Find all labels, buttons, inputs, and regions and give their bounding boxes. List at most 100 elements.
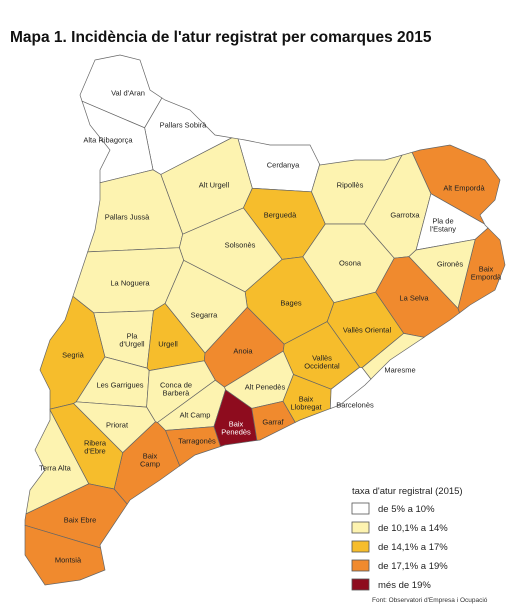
region-label-line: Osona (339, 259, 362, 268)
region-label-line: Penedès (221, 428, 251, 437)
region-label: Anoia (233, 347, 253, 356)
region-label-line: Anoia (233, 347, 253, 356)
region (251, 400, 296, 441)
region-label: Cerdanya (267, 161, 300, 170)
region-label: Les Garrigues (96, 381, 143, 390)
region-label-line: Segrià (62, 351, 85, 360)
region-label-line: Garrotxa (390, 211, 420, 220)
region-label: Baix Ebre (64, 516, 97, 525)
region-label: Osona (339, 259, 362, 268)
region-label: Berguedà (264, 211, 297, 220)
region-label: Solsonès (225, 241, 256, 250)
region-label: Tarragonès (178, 437, 216, 446)
region-label: Maresme (384, 366, 415, 375)
regions (24, 54, 506, 586)
region-label-line: Occidental (304, 362, 340, 371)
region-label: Barcelonès (336, 401, 374, 410)
region-label-line: Ribera (84, 439, 107, 448)
region-label: Baix Penedès (221, 420, 251, 437)
region-label-line: Pallars Jussà (105, 213, 150, 222)
region-label-line: Alt Camp (180, 411, 211, 420)
region-label-line: Ripollès (337, 181, 364, 190)
region-label: La Selva (399, 294, 429, 303)
region-label: Bages (280, 299, 302, 308)
region-labels: Val d'Aran Pallars Sobirà Alta Ribagorça Ce… (39, 89, 502, 565)
region-label-line: Baix Ebre (64, 516, 97, 525)
region-label-line: Conca de (160, 381, 192, 390)
region (24, 483, 128, 549)
region-label-line: Solsonès (225, 241, 256, 250)
region-label: Segarra (191, 311, 219, 320)
region-label: Alt Empordà (443, 184, 485, 193)
region-label-line: Alt Empordà (443, 184, 485, 193)
region-label-line: La Selva (399, 294, 429, 303)
region-label-line: Montsià (55, 556, 82, 565)
region-label-line: Cerdanya (267, 161, 300, 170)
region-label-line: Bages (280, 299, 302, 308)
region-label: Pallars Jussà (105, 213, 150, 222)
region-label-line: Tarragonès (178, 437, 216, 446)
region-label-line: Garraf (262, 418, 284, 427)
legend-label: de 17,1% a 19% (378, 561, 448, 572)
region-label-line: Llobregat (290, 403, 322, 412)
region-label: Conca de Barberà (160, 381, 192, 398)
region-label-line: d'Ebre (84, 447, 105, 456)
region-label: Urgell (158, 340, 178, 349)
region-label: Garraf (262, 418, 284, 427)
region (24, 524, 106, 586)
region-label-line: Barcelonès (336, 401, 374, 410)
region-label-line: Berguedà (264, 211, 297, 220)
region (81, 100, 154, 184)
region-label-line: La Noguera (110, 279, 150, 288)
region-label-line: Baix (143, 452, 158, 461)
region-label: Vallès Occidental (304, 354, 340, 371)
legend-swatch (351, 578, 370, 591)
source: Font: Observatori d'Empresa i Ocupació (372, 597, 488, 604)
region-label-line: Barberà (163, 389, 191, 398)
region-label: Pallars Sobirà (160, 121, 208, 130)
region-label: Montsià (55, 556, 82, 565)
region-label: Baix Empordà (471, 265, 502, 282)
region-label-line: Empordà (471, 273, 502, 282)
legend-label: de 5% a 10% (378, 504, 435, 515)
region-label-line: Pallars Sobirà (160, 121, 208, 130)
region-label: Pla d'Urgell (119, 332, 145, 349)
region-label-line: Val d'Aran (111, 89, 145, 98)
region-label-line: l'Estany (430, 225, 456, 234)
region-label: Alt Urgell (199, 181, 230, 190)
region-label-line: Camp (140, 460, 160, 469)
region-label-line: Urgell (158, 340, 178, 349)
legend-title: taxa d'atur registral (2015) (352, 486, 463, 497)
region-label-line: Alta Ribagorça (83, 136, 133, 145)
legend-label: més de 19% (378, 580, 431, 591)
region-label: Baix Llobregat (290, 395, 322, 412)
region-label: Ribera d'Ebre (84, 439, 107, 456)
region-label-line: Pla (127, 332, 139, 341)
region-label-line: Gironès (437, 260, 464, 269)
region-label-line: Pla de (432, 217, 453, 226)
region-label: Vallès Oriental (343, 326, 392, 335)
legend-swatch (351, 502, 370, 515)
region-label: Ripollès (337, 181, 364, 190)
region-label: Alt Penedès (245, 383, 286, 392)
region-label-line: d'Urgell (119, 340, 145, 349)
region-label-line: Segarra (191, 311, 219, 320)
region-label-line: Les Garrigues (96, 381, 143, 390)
region-label: La Noguera (110, 279, 150, 288)
map-title: Mapa 1. Incidència de l'atur registrat p… (10, 29, 432, 46)
region-label-line: Alt Urgell (199, 181, 230, 190)
region-label: Pla de l'Estany (430, 217, 456, 234)
region-label: Priorat (106, 421, 129, 430)
region-label: Alta Ribagorça (83, 136, 133, 145)
region-label-line: Terra Alta (39, 464, 72, 473)
region-label-line: Baix (229, 420, 244, 429)
legend: taxa d'atur registral (2015) de 5% a 10%… (351, 486, 463, 591)
region-label: Val d'Aran (111, 89, 145, 98)
region-label-line: Priorat (106, 421, 129, 430)
region-label: Baix Camp (140, 452, 160, 469)
region-label-line: Vallès Oriental (343, 326, 392, 335)
legend-label: de 14,1% a 17% (378, 542, 448, 553)
region (457, 227, 506, 314)
legend-swatch (351, 521, 370, 534)
